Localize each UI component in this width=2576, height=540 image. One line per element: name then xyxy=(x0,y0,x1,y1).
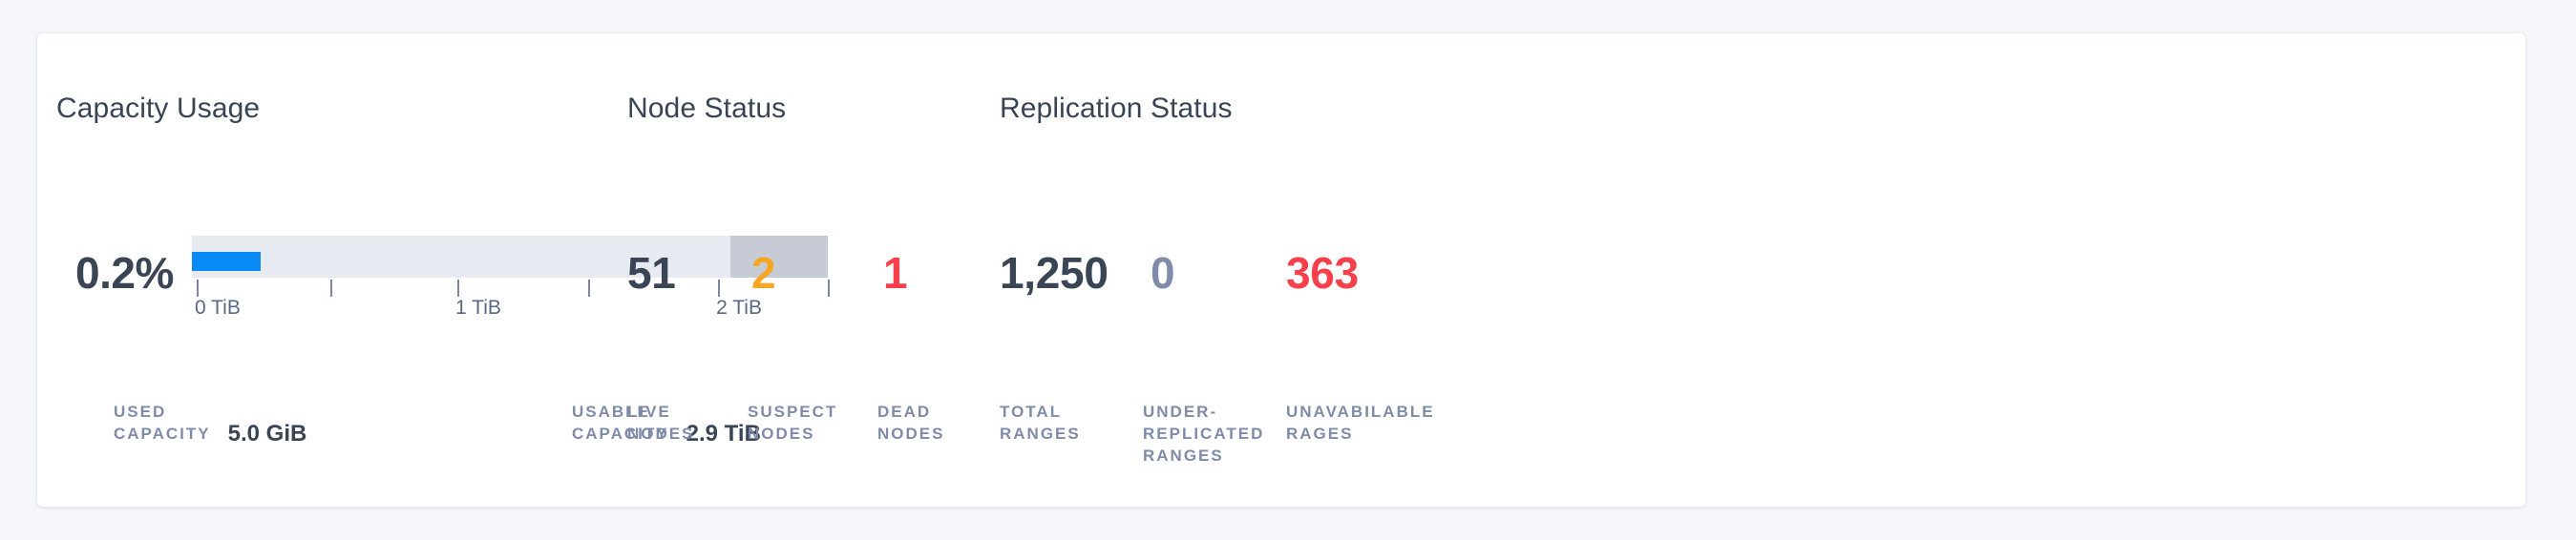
node-status-title: Node Status xyxy=(627,93,787,124)
axis-tick-label: 1 TiB xyxy=(455,297,501,319)
counter-live-nodes-label: LIVE NODES xyxy=(627,403,695,443)
metric-usable-capacity-label: USABLE CAPACITY xyxy=(572,403,669,443)
counter-unavailable-ranges-label: UNAVABILABLE RAGES xyxy=(1286,403,1435,443)
axis-tick xyxy=(587,280,590,297)
metric-used-capacity-value: 5.0 GiB xyxy=(227,421,307,447)
metric-used-capacity-label: USED CAPACITY xyxy=(114,403,211,443)
counter-dead-nodes-value: 1 xyxy=(883,248,908,298)
counter-suspect-nodes-value: 2 xyxy=(751,248,776,298)
metric-usable-capacity: USABLE CAPACITY 2.9 TiB xyxy=(572,402,761,447)
capacity-bar-track xyxy=(192,236,828,278)
counter-under-replicated-ranges-value: 0 xyxy=(1151,248,1175,298)
counter-total-ranges-label: TOTAL RANGES xyxy=(1000,403,1081,443)
replication-status-section: Replication Status 1,250 TOTAL RANGES 0 … xyxy=(1000,33,2527,507)
capacity-bar-used-segment xyxy=(192,252,261,271)
axis-tick xyxy=(828,280,830,297)
capacity-bar-unusable-segment xyxy=(730,236,828,278)
capacity-bar-axis: 0 TiB 1 TiB 2 TiB xyxy=(192,280,830,327)
axis-tick xyxy=(457,280,460,297)
counter-unavailable-ranges-value: 363 xyxy=(1286,248,1359,298)
capacity-usage-bar-chart: 0 TiB 1 TiB 2 TiB xyxy=(192,234,832,329)
counter-under-replicated-ranges-label: UNDER- REPLICATED RANGES xyxy=(1143,403,1265,465)
capacity-percent-used: 0.2% xyxy=(75,248,174,298)
capacity-usage-section: Capacity Usage 0.2% 0 TiB 1 TiB 2 TiB USED… xyxy=(56,33,1068,507)
counter-total-ranges-value: 1,250 xyxy=(1000,248,1109,298)
metric-used-capacity: USED CAPACITY 5.0 GiB xyxy=(114,402,307,447)
cluster-summary-card: Capacity Usage 0.2% 0 TiB 1 TiB 2 TiB USED… xyxy=(36,32,2526,508)
replication-status-title: Replication Status xyxy=(1000,93,1233,124)
capacity-usage-title: Capacity Usage xyxy=(56,93,261,124)
counter-suspect-nodes-label: SUSPECT NODES xyxy=(748,403,838,443)
axis-tick xyxy=(718,280,721,297)
axis-tick-label: 2 TiB xyxy=(716,297,762,319)
counter-live-nodes-value: 51 xyxy=(627,248,676,298)
axis-tick xyxy=(196,280,199,297)
axis-tick-label: 0 TiB xyxy=(194,297,241,319)
counter-dead-nodes-label: DEAD NODES xyxy=(877,403,945,443)
metric-usable-capacity-value: 2.9 TiB xyxy=(686,421,761,447)
node-status-section: Node Status 51 LIVE NODES 2 SUSPECT NODE… xyxy=(627,33,1219,507)
axis-tick xyxy=(329,280,332,297)
